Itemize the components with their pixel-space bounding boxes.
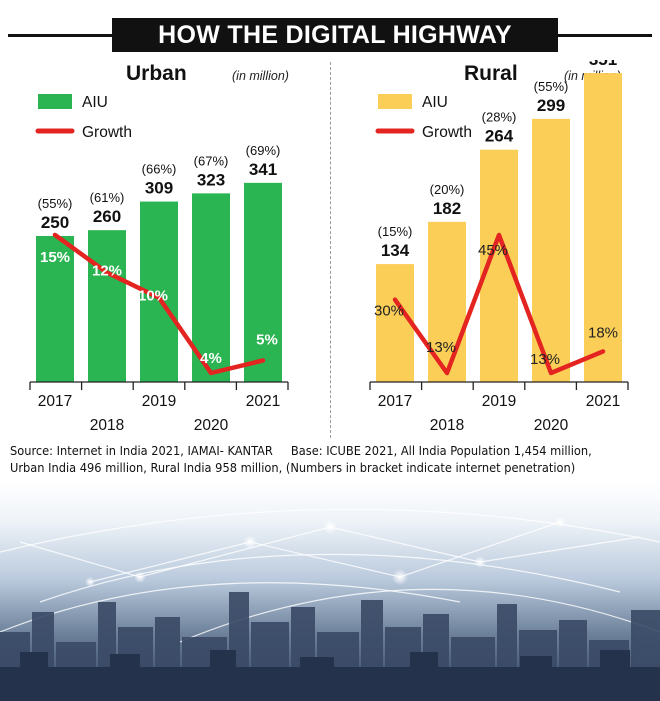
urban-value-label-2021: 341 [249,160,277,179]
rural-x-tick-label-2017: 2017 [378,393,412,410]
urban-x-tick-label-2018: 2018 [90,417,124,434]
rural-growth-label-2020: 13% [530,351,560,368]
urban-x-tick-label-2019: 2019 [142,393,176,410]
urban-value-label-2020: 323 [197,170,225,189]
rural-value-label-2021: 351 [589,60,617,69]
urban-growth-label-2018: 12% [92,263,122,280]
rural-value-label-2017: 134 [381,241,410,260]
rural-x-tick-label-2021: 2021 [586,393,620,410]
rural-penetration-label-2020: (55%) [534,79,569,94]
city-network-illustration [0,508,660,701]
rural-penetration-label-2017: (15%) [378,224,413,239]
rural-growth-label-2021: 18% [588,324,618,341]
rural-growth-label-2017: 30% [374,303,404,320]
rural-penetration-label-2019: (28%) [482,110,517,125]
rural-legend-bar-label: AIU [422,94,448,111]
footnote: Source: Internet in India 2021, IAMAI- K… [10,442,655,476]
rural-x-tick-label-2020: 2020 [534,417,569,434]
page-title: HOW THE DIGITAL HIGHWAY FORKS [112,18,558,83]
urban-value-label-2017: 250 [41,213,69,232]
footnote-source: Source: Internet in India 2021, IAMAI- K… [10,443,273,458]
footnote-line-2: Urban India 496 million, Rural India 958… [10,460,576,475]
chart-area: Urban (in million) AIU Growth 250 (55%) 260 (61… [29,60,629,434]
urban-bar-2021 [244,182,282,382]
urban-growth-label-2021: 5% [256,331,278,348]
urban-legend-line-label: Growth [82,124,132,141]
footnote-base: Base: ICUBE 2021, All India Population 1… [290,443,592,458]
rural-growth-label-2018: 13% [426,339,456,356]
network-nodes [85,516,566,587]
urban-bar-2018 [88,230,126,382]
rural-value-label-2018: 182 [433,199,461,218]
urban-x-tick-label-2017: 2017 [38,393,72,410]
rural-panel-title: Rural [464,62,518,85]
urban-penetration-label-2021: (69%) [246,143,281,158]
urban-panel-title: Urban [126,62,187,85]
rural-x-tick-label-2018: 2018 [430,417,464,434]
urban-legend-bar-label: AIU [82,94,108,111]
urban-growth-label-2017: 15% [40,249,70,266]
urban-penetration-label-2019: (66%) [142,162,177,177]
urban-value-label-2019: 309 [145,179,173,198]
rural-growth-label-2019: 45% [478,242,508,259]
urban-penetration-label-2018: (61%) [90,190,125,205]
footnote-line-1: Source: Internet in India 2021, IAMAI- K… [10,442,655,459]
skyline-front [0,650,660,701]
urban-bar-2020 [192,193,230,382]
rural-growth-line [392,232,606,376]
urban-bar-2017 [36,236,74,382]
urban-penetration-label-2017: (55%) [38,196,73,211]
urban-growth-label-2019: 10% [138,288,168,305]
urban-unit-note: (in million) [232,69,289,83]
urban-growth-line [52,232,266,376]
rural-legend-line-label: Growth [422,124,472,141]
urban-legend-bar-swatch [38,94,72,109]
urban-x-tick-label-2020: 2020 [194,417,229,434]
rural-x-tick-label-2019: 2019 [482,393,516,410]
panel-divider [330,62,331,438]
urban-penetration-label-2020: (67%) [194,153,229,168]
rural-bar-2017 [376,264,414,382]
urban-x-tick-label-2021: 2021 [246,393,280,410]
rural-value-label-2020: 299 [537,96,565,115]
rural-bar-2021 [584,73,622,383]
rural-value-label-2019: 264 [485,127,514,146]
city-network-photo [0,482,660,701]
rural-legend-bar-swatch [378,94,412,109]
rural-penetration-label-2018: (20%) [430,182,465,197]
urban-value-label-2018: 260 [93,207,121,226]
urban-growth-label-2020: 4% [200,350,222,367]
